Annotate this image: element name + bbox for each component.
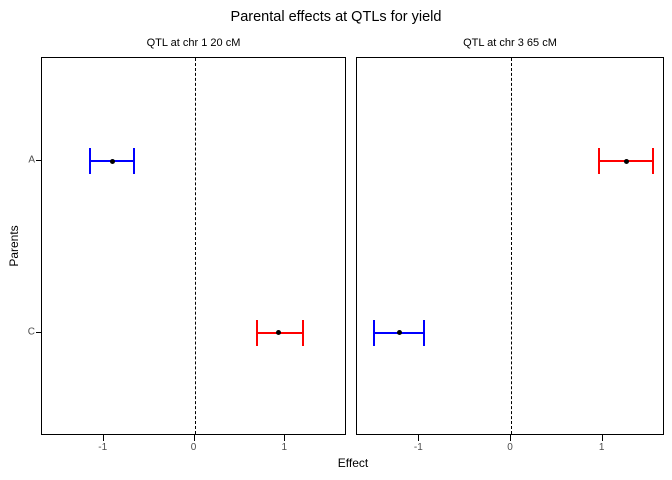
x-axis-tick-label: -1 [413, 442, 423, 453]
point-estimate [396, 330, 402, 336]
point-estimate [110, 158, 116, 164]
error-bar-cap-left [256, 319, 259, 346]
error-bar-cap-right [301, 319, 304, 346]
y-axis-title: Parents [7, 225, 21, 267]
x-axis-tick [193, 435, 195, 441]
error-bar-cap-left [372, 319, 375, 346]
plot-title: Parental effects at QTLs for yield [230, 9, 442, 25]
x-axis-tick-label: 0 [507, 442, 513, 453]
x-axis-tick [510, 435, 511, 441]
error-bar-cap-right [652, 148, 655, 175]
facet-strip-1: QTL at chr 1 20 cM [146, 37, 241, 49]
x-axis-tick-label: 0 [190, 442, 197, 453]
error-bar-cap-right [132, 148, 135, 175]
zero-reference-line [194, 58, 196, 434]
facet-panel-1 [41, 57, 346, 435]
y-axis-tick [36, 331, 41, 333]
error-bar-cap-left [598, 148, 600, 175]
error-bar-cap-right [422, 319, 425, 346]
x-axis-tick-label: 1 [281, 442, 288, 453]
y-axis-tick-label: C [27, 326, 35, 338]
y-axis-tick [36, 160, 41, 162]
facet-strip-2: QTL at chr 3 65 cM [463, 37, 557, 49]
point-estimate [276, 330, 282, 336]
x-axis-tick [601, 435, 603, 441]
x-axis-tick [418, 435, 420, 441]
error-bar-cap-left [89, 148, 92, 175]
x-axis-tick [102, 435, 104, 441]
point-estimate [624, 158, 629, 164]
x-axis-title: Effect [337, 456, 369, 470]
x-axis-tick-label: 1 [598, 442, 605, 453]
x-axis-tick-label: -1 [98, 442, 108, 453]
x-axis-tick [284, 435, 286, 441]
facet-panel-2 [356, 57, 664, 435]
y-axis-tick-label: A [28, 154, 35, 166]
zero-reference-line [511, 58, 512, 434]
